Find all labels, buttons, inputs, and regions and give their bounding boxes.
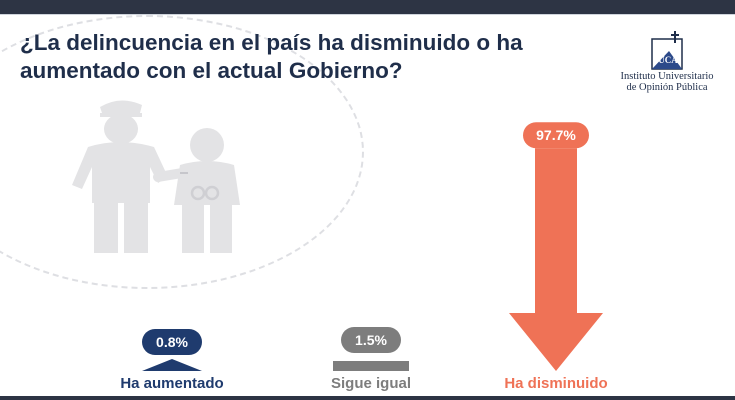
value-pill-aumentado <box>142 329 202 355</box>
category-label-igual: Sigue igual <box>331 375 411 392</box>
police-officer-with-handcuffed-person-icon <box>72 100 240 253</box>
logo-text-line-1: Instituto Universitario <box>620 71 714 82</box>
university-seal-icon: UCA <box>651 31 683 70</box>
bottom-taskbar-strip <box>0 396 735 400</box>
data-label-igual: 1.5% <box>355 332 387 348</box>
bar-igual <box>333 361 409 371</box>
category-label-aumentado: Ha aumentado <box>120 375 223 392</box>
page-title: ¿La delincuencia en el país ha disminuid… <box>20 30 523 83</box>
slide: ¿La delincuencia en el país ha disminuid… <box>0 14 735 397</box>
logo-text-line-2: de Opinión Pública <box>626 82 708 93</box>
category-label-disminuido: Ha disminuido <box>504 375 607 392</box>
value-pill-igual <box>341 327 401 353</box>
data-label-aumentado: 0.8% <box>156 334 188 350</box>
institute-logo: UCA Instituto Universitario de Opinión P… <box>612 23 722 103</box>
bar-aumentado <box>142 359 202 371</box>
bar-chart: 0.8% Ha aumentado 1.5% Sigue igual 97.7% Ha d… <box>120 122 608 392</box>
bar-disminuido <box>509 148 603 371</box>
value-pill-disminuido <box>523 122 589 149</box>
logo-mark-text: UCA <box>658 55 678 65</box>
logo-text: Instituto Universitario de Opinión Públi… <box>612 71 722 93</box>
data-label-disminuido: 97.7% <box>536 127 576 143</box>
